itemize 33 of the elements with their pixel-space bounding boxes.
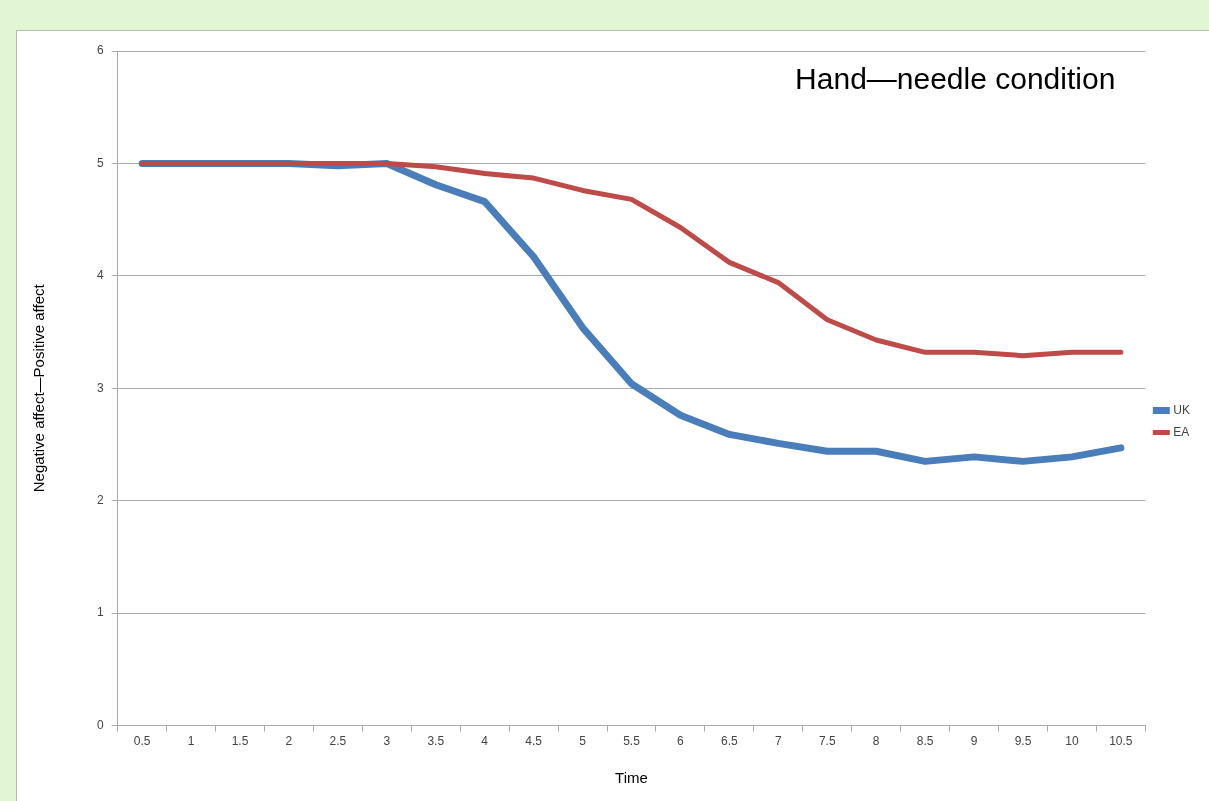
x-tick-label: 10.5 — [1109, 734, 1133, 749]
x-tick-label: 6 — [677, 734, 685, 749]
x-tick-label: 9.5 — [1014, 734, 1032, 749]
x-tick-label: 0.5 — [133, 734, 151, 749]
x-tick-label: 8.5 — [916, 734, 934, 749]
x-tick-label: 8 — [872, 734, 880, 749]
x-tick-label: 3.5 — [427, 734, 445, 749]
chart-title: Hand—needle condition — [795, 62, 1116, 96]
x-tick-label: 1 — [187, 734, 195, 749]
x-tick-label: 2 — [285, 734, 293, 749]
y-tick-label: 1 — [96, 605, 104, 620]
y-tick-label: 3 — [96, 380, 104, 395]
x-tick-label: 7.5 — [818, 734, 836, 749]
x-tick-label: 1.5 — [231, 734, 249, 749]
x-axis-title: Time — [615, 769, 648, 787]
y-tick-label: 2 — [96, 493, 104, 508]
x-tick-label: 4.5 — [525, 734, 543, 749]
legend-label: UK — [1173, 402, 1190, 417]
x-tick-label: 5.5 — [623, 734, 641, 749]
y-tick-label: 5 — [96, 155, 104, 170]
x-tick-label: 5 — [579, 734, 587, 749]
x-tick-label: 6.5 — [721, 734, 739, 749]
x-tick-label: 10 — [1065, 734, 1079, 749]
x-tick-label: 7 — [774, 734, 782, 749]
x-tick-label: 9 — [970, 734, 978, 749]
y-tick-label: 6 — [96, 43, 104, 58]
x-tick-label: 4 — [481, 734, 489, 749]
y-tick-label: 4 — [96, 268, 104, 283]
y-axis-title: Negative affect—Positive affect — [30, 283, 48, 493]
legend-label: EA — [1173, 424, 1190, 439]
y-tick-label: 0 — [96, 717, 104, 732]
x-tick-label: 2.5 — [329, 734, 347, 749]
x-tick-label: 3 — [383, 734, 391, 749]
